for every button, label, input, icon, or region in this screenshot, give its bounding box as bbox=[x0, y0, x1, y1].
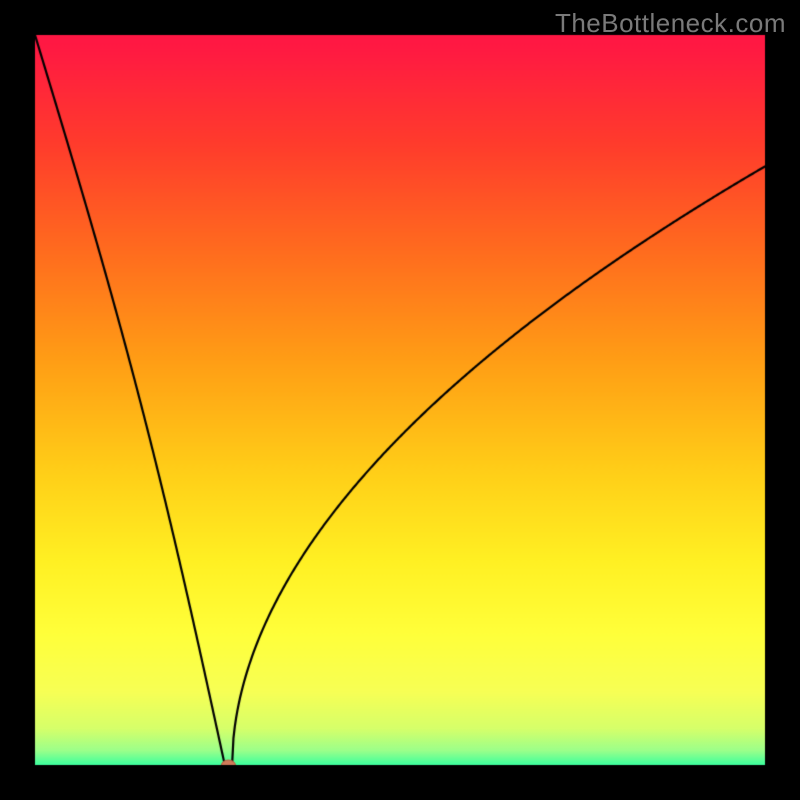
watermark-label: TheBottleneck.com bbox=[555, 8, 786, 39]
bottleneck-curve-chart bbox=[0, 0, 800, 800]
chart-container: TheBottleneck.com bbox=[0, 0, 800, 800]
